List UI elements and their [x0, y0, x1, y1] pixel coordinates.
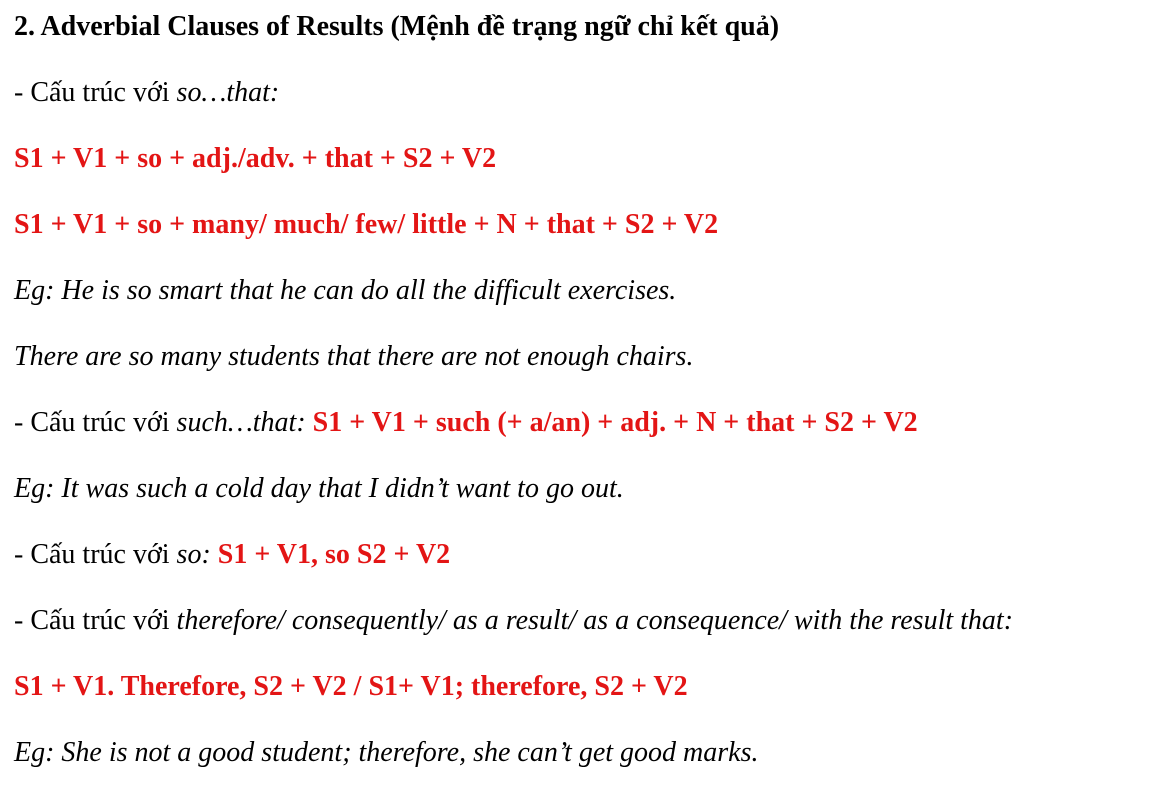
structure-term-so-that: so…that: [176, 77, 280, 108]
formula-text: S1 + V1. Therefore, S2 + V2 / S1+ V1; th… [14, 671, 688, 702]
structure-such-that-line: - Cấu trúc với such…that: S1 + V1 + such… [14, 408, 1158, 438]
formula-text: S1 + V1, so S2 + V2 [217, 539, 451, 570]
section-heading-text: 2. Adverbial Clauses of Results (Mệnh đề… [14, 11, 780, 42]
example-such-cold-day: Eg: It was such a cold day that I didn’t… [14, 474, 1158, 504]
structure-label: - Cấu trúc với [14, 539, 177, 570]
structure-term-such-that: such…that: [176, 407, 313, 438]
formula-so-many-much: S1 + V1 + so + many/ much/ few/ little +… [14, 210, 1158, 240]
structure-so-that-line: - Cấu trúc với so…that: [14, 78, 1158, 108]
section-heading: 2. Adverbial Clauses of Results (Mệnh đề… [14, 12, 1158, 42]
formula-text: S1 + V1 + such (+ a/an) + adj. + N + tha… [312, 407, 918, 438]
structure-label: - Cấu trúc với [14, 605, 177, 636]
structure-so-line: - Cấu trúc với so: S1 + V1, so S2 + V2 [14, 540, 1158, 570]
structure-label: - Cấu trúc với [14, 77, 177, 108]
structure-label: - Cấu trúc với [14, 407, 177, 438]
example-so-many-students: There are so many students that there ar… [14, 342, 1158, 372]
example-text: Eg: It was such a cold day that I didn’t… [14, 473, 624, 504]
structure-term-therefore: therefore/ consequently/ as a result/ as… [176, 605, 1014, 636]
formula-text: S1 + V1 + so + many/ much/ few/ little +… [14, 209, 719, 240]
example-therefore: Eg: She is not a good student; therefore… [14, 738, 1158, 768]
example-so-smart: Eg: He is so smart that he can do all th… [14, 276, 1158, 306]
formula-so-adj-adv: S1 + V1 + so + adj./adv. + that + S2 + V… [14, 144, 1158, 174]
structure-term-so: so: [176, 539, 218, 570]
example-text: There are so many students that there ar… [14, 341, 694, 372]
example-text: Eg: He is so smart that he can do all th… [14, 275, 677, 306]
example-text: Eg: She is not a good student; therefore… [14, 737, 759, 768]
formula-text: S1 + V1 + so + adj./adv. + that + S2 + V… [14, 143, 497, 174]
formula-therefore: S1 + V1. Therefore, S2 + V2 / S1+ V1; th… [14, 672, 1158, 702]
structure-therefore-line: - Cấu trúc với therefore/ consequently/ … [14, 606, 1158, 636]
